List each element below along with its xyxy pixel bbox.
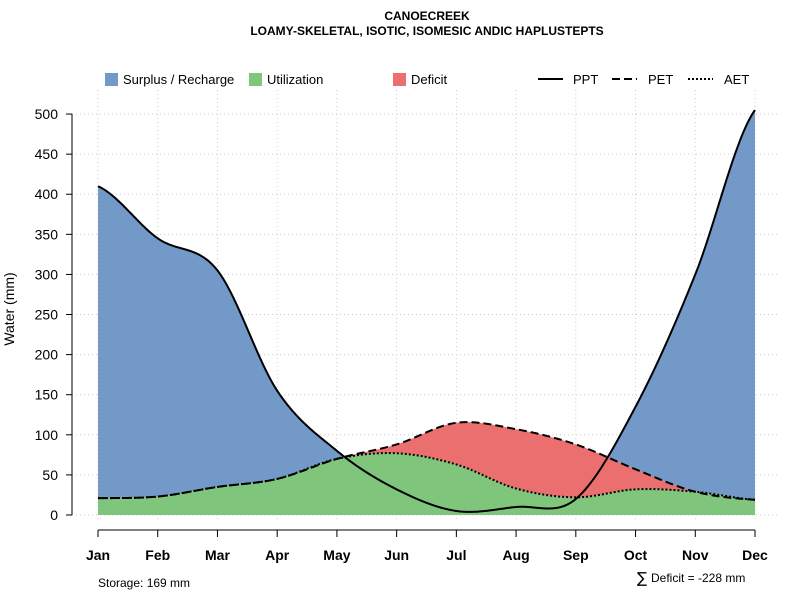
deficit-area [98, 422, 755, 500]
legend-label: Surplus / Recharge [123, 72, 234, 87]
storage-annotation: Storage: 169 mm [98, 576, 190, 590]
axes: 0 50 100 150 200 250 300 350 400 450 500 Jan Feb Mar A… [35, 106, 768, 563]
y-tick-label: 250 [35, 307, 59, 323]
y-tick-label: 100 [35, 427, 59, 443]
legend-label: AET [724, 72, 749, 87]
chart-title: CANOECREEK [384, 9, 470, 23]
deficit-sum-icon: ∑ [637, 569, 647, 587]
area-fills [98, 110, 755, 515]
x-tick-label-jun: Jun [384, 547, 409, 563]
x-tick-label-may: May [323, 547, 350, 563]
x-tick-label-mar: Mar [205, 547, 230, 563]
x-tick-label-dec: Dec [742, 547, 768, 563]
legend-label: PET [648, 72, 673, 87]
y-tick-label: 300 [35, 266, 59, 282]
y-tick-label: 0 [50, 507, 58, 523]
legend-swatch-utilization [249, 73, 262, 86]
y-tick-label: 400 [35, 186, 59, 202]
y-tick-label: 50 [42, 467, 58, 483]
deficit-annotation: Deficit = -228 mm [651, 571, 745, 585]
x-tick-label-sep: Sep [563, 547, 589, 563]
y-tick-label: 150 [35, 387, 59, 403]
series-lines [97, 109, 756, 513]
x-tick-label-feb: Feb [145, 547, 170, 563]
x-tick-label-jan: Jan [86, 547, 110, 563]
surplus-area [98, 110, 755, 500]
pet-line [97, 421, 756, 501]
x-tick-label-apr: Apr [265, 547, 290, 563]
y-tick-label: 450 [35, 146, 59, 162]
y-axis-label: Water (mm) [1, 272, 17, 345]
x-tick-label-aug: Aug [502, 547, 529, 563]
utilization-area [98, 453, 755, 515]
y-tick-label: 350 [35, 226, 59, 242]
ppt-line [97, 109, 756, 513]
x-tick-label-nov: Nov [682, 547, 709, 563]
legend-swatch-deficit [393, 73, 406, 86]
y-tick-label: 500 [35, 106, 59, 122]
legend-swatch-surplus-recharge [105, 73, 118, 86]
legend-label: Deficit [411, 72, 448, 87]
x-tick-label-jul: Jul [446, 547, 466, 563]
aet-line [97, 452, 756, 501]
y-tick-label: 200 [35, 347, 59, 363]
legend-label: PPT [573, 72, 598, 87]
chart-subtitle: LOAMY-SKELETAL, ISOTIC, ISOMESIC ANDIC H… [250, 24, 603, 38]
legend: Surplus / Recharge Utilization Deficit PPT P… [105, 72, 749, 87]
legend-label: Utilization [267, 72, 323, 87]
x-tick-label-oct: Oct [624, 547, 648, 563]
